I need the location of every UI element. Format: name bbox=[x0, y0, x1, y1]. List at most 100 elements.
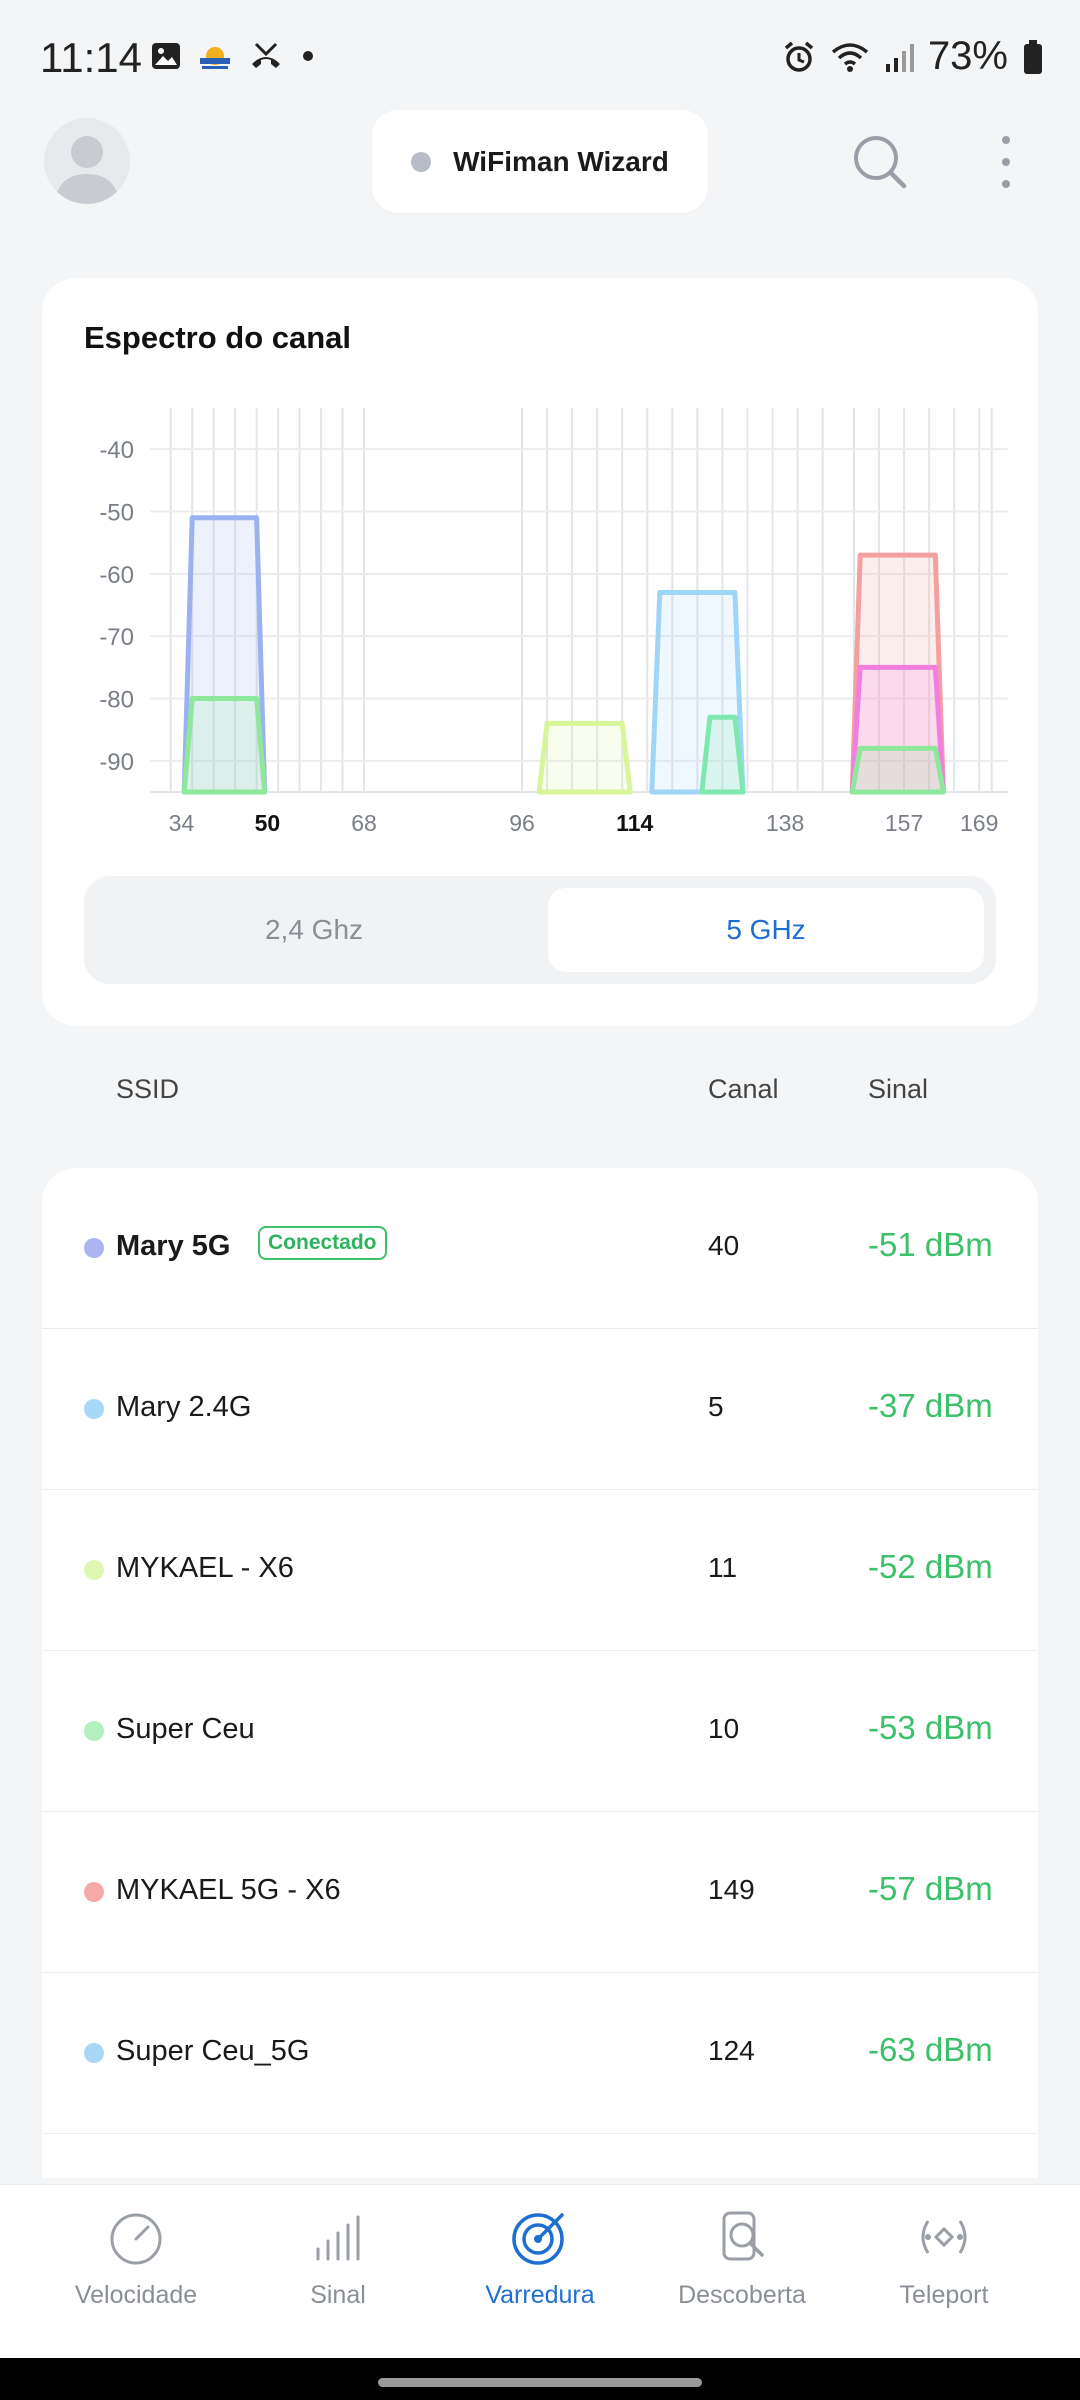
radar-icon bbox=[512, 2213, 564, 2265]
missed-call-icon bbox=[252, 42, 280, 68]
wifi-icon bbox=[831, 42, 869, 72]
y-tick-label: -90 bbox=[99, 749, 134, 776]
network-color-dot bbox=[84, 2043, 104, 2063]
band-option-2-4ghz[interactable]: 2,4 Ghz bbox=[264, 914, 364, 945]
header-ssid[interactable]: SSID bbox=[116, 1074, 180, 1104]
nav-teleport[interactable]: Teleport bbox=[844, 2207, 1044, 2347]
y-tick-label: -70 bbox=[99, 624, 134, 651]
x-tick-label: 114 bbox=[616, 810, 653, 836]
network-signal: -37 dBm bbox=[868, 1387, 993, 1424]
channel-band-mark bbox=[181, 696, 268, 795]
avatar[interactable] bbox=[44, 118, 130, 204]
network-row[interactable]: Super Ceu_5G 124 -63 dBm bbox=[42, 1973, 1038, 2134]
network-signal: -63 dBm bbox=[868, 2031, 993, 2068]
network-ssid: MYKAEL - X6 bbox=[116, 1552, 294, 1584]
image-icon bbox=[152, 43, 180, 69]
network-color-dot bbox=[84, 1560, 104, 1580]
x-tick-label: 157 bbox=[885, 810, 923, 836]
network-row[interactable]: Mary 5G Conectado 40 -51 dBm bbox=[42, 1168, 1038, 1329]
search-button[interactable] bbox=[848, 130, 912, 194]
bottom-nav: Velocidade Sinal Varredura Descoberta Te… bbox=[0, 2184, 1080, 2359]
network-ssid: Mary 5G bbox=[116, 1230, 231, 1262]
user-avatar-icon bbox=[54, 136, 120, 204]
teleport-icon bbox=[921, 2220, 967, 2254]
status-system-icons: 73% bbox=[782, 34, 1044, 79]
network-channel: 5 bbox=[708, 1391, 724, 1422]
x-tick-label: 50 bbox=[255, 810, 281, 836]
nav-label: Varredura bbox=[485, 2281, 595, 2309]
network-channel: 40 bbox=[708, 1230, 740, 1261]
discovery-icon bbox=[722, 2211, 764, 2261]
network-signal: -52 dBm bbox=[868, 1548, 993, 1585]
network-ssid: Mary 2.4G bbox=[116, 1391, 252, 1423]
network-ssid: Super Ceu bbox=[116, 1713, 255, 1745]
x-tick-label: 68 bbox=[351, 810, 377, 836]
nav-sinal[interactable]: Sinal bbox=[238, 2207, 438, 2347]
y-tick-label: -40 bbox=[99, 437, 134, 464]
nav-label: Velocidade bbox=[74, 2281, 198, 2309]
network-row[interactable]: MYKAEL - X6 11 -52 dBm bbox=[42, 1490, 1038, 1651]
network-color-dot bbox=[84, 1721, 104, 1741]
alarm-icon bbox=[784, 41, 814, 72]
network-color-dot bbox=[84, 1238, 104, 1258]
weather-icon bbox=[200, 47, 230, 69]
x-tick-label: 96 bbox=[509, 810, 535, 836]
x-tick-label: 34 bbox=[169, 810, 195, 836]
x-tick-label: 169 bbox=[960, 810, 998, 836]
network-row[interactable]: Mary 2.4G 5 -37 dBm bbox=[42, 1329, 1038, 1490]
network-list: Mary 5G Conectado 40 -51 dBm Mary 2.4G 5 -37 d… bbox=[42, 1168, 1038, 2178]
network-list-header: SSID Canal Sinal bbox=[0, 1060, 1080, 1120]
status-bar: 11:14 73% bbox=[0, 0, 1080, 110]
nav-varredura[interactable]: Varredura bbox=[440, 2207, 640, 2347]
wifiman-wizard-button[interactable]: WiFiman Wizard bbox=[372, 110, 708, 213]
band-option-5ghz[interactable]: 5 GHz bbox=[548, 888, 984, 972]
search-icon bbox=[854, 136, 907, 189]
network-channel: 10 bbox=[708, 1713, 740, 1744]
nav-label: Descoberta bbox=[678, 2281, 806, 2309]
signal-bars-icon bbox=[316, 2215, 360, 2261]
network-channel: 11 bbox=[708, 1552, 738, 1583]
band-toggle: 2,4 Ghz 5 GHz bbox=[84, 876, 996, 984]
y-tick-label: -60 bbox=[99, 562, 134, 589]
nav-label: Sinal bbox=[310, 2281, 366, 2309]
network-row[interactable]: Super Ceu 10 -53 dBm bbox=[42, 1651, 1038, 1812]
wizard-status-dot bbox=[411, 151, 432, 172]
y-tick-label: -50 bbox=[99, 500, 134, 527]
network-row[interactable]: MYKAEL 5G - X6 149 -57 dBm bbox=[42, 1812, 1038, 1973]
system-gesture-bar bbox=[0, 2358, 1080, 2400]
nav-label: Teleport bbox=[899, 2281, 989, 2309]
network-signal: -51 dBm bbox=[868, 1226, 993, 1263]
channel-spectrum-card: Espectro do canal -40 -50 -60 -70 -80 -90 34 50… bbox=[42, 278, 1038, 1026]
connected-badge: Conectado bbox=[258, 1226, 387, 1260]
channel-band-mark bbox=[536, 720, 633, 795]
dot-icon bbox=[303, 51, 313, 61]
nav-velocidade[interactable]: Velocidade bbox=[36, 2207, 236, 2347]
network-color-dot bbox=[84, 1882, 104, 1902]
network-channel: 124 bbox=[708, 2035, 755, 2066]
network-ssid: Super Ceu_5G bbox=[116, 2035, 310, 2067]
card-title: Espectro do canal bbox=[84, 320, 352, 355]
header-canal[interactable]: Canal bbox=[708, 1074, 779, 1104]
cell-signal-icon bbox=[885, 43, 914, 72]
more-vertical-icon bbox=[1002, 136, 1010, 188]
header-sinal[interactable]: Sinal bbox=[868, 1074, 929, 1104]
channel-band-mark bbox=[849, 745, 946, 795]
y-tick-label: -80 bbox=[99, 687, 134, 714]
nav-descoberta[interactable]: Descoberta bbox=[642, 2207, 842, 2347]
top-bar: WiFiman Wizard bbox=[0, 110, 1080, 230]
status-time: 11:14 bbox=[40, 34, 142, 81]
network-signal: -57 dBm bbox=[868, 1870, 993, 1907]
network-channel: 149 bbox=[708, 1874, 755, 1905]
more-menu-button[interactable] bbox=[986, 130, 1026, 194]
home-gesture-handle[interactable] bbox=[378, 2378, 702, 2387]
speedometer-icon bbox=[110, 2213, 162, 2265]
network-signal: -53 dBm bbox=[868, 1709, 993, 1746]
network-ssid: MYKAEL 5G - X6 bbox=[116, 1874, 341, 1906]
channel-band-mark bbox=[699, 714, 746, 795]
spectrum-chart: -40 -50 -60 -70 -80 -90 34 50 68 96 114 138 157 169 bbox=[99, 408, 1008, 836]
wizard-label: WiFiman Wizard bbox=[453, 145, 669, 177]
status-notification-icons bbox=[150, 40, 316, 72]
battery-icon bbox=[1024, 39, 1042, 74]
battery-percent: 73% bbox=[927, 34, 1008, 78]
x-tick-label: 138 bbox=[766, 810, 804, 836]
